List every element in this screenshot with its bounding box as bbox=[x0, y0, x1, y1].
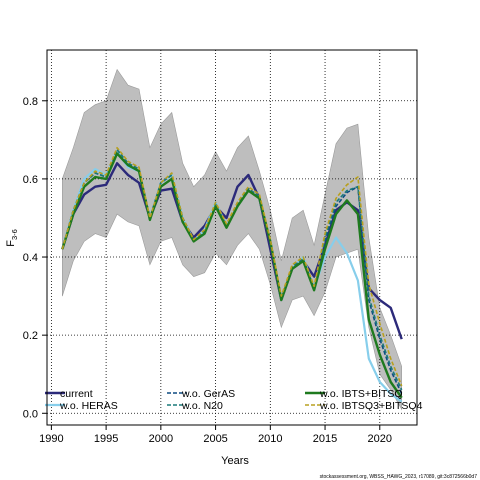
y-axis-title: F3-6 bbox=[5, 229, 19, 247]
series-layer bbox=[61, 146, 403, 403]
legend-label-4: w.o. IBTS+BITSQ bbox=[319, 388, 403, 400]
y-axis-title-main: F bbox=[5, 240, 17, 247]
y-tick-label-0: 0.0 bbox=[23, 408, 38, 420]
x-tick-label-2000: 2000 bbox=[149, 433, 173, 445]
legend-label-0: current bbox=[60, 388, 93, 400]
legend-label-2: w.o. GerAS bbox=[181, 388, 235, 400]
y-tick-label-3: 0.6 bbox=[23, 174, 38, 186]
x-tick-label-2005: 2005 bbox=[203, 433, 227, 445]
x-tick-label-2015: 2015 bbox=[313, 433, 337, 445]
confidence-band-layer bbox=[61, 68, 403, 411]
x-tick-label-2020: 2020 bbox=[368, 433, 392, 445]
series-line-4 bbox=[61, 152, 403, 399]
confidence-band bbox=[61, 68, 403, 411]
legend-label-1: w.o. HERAS bbox=[59, 400, 118, 412]
series-line-5 bbox=[61, 146, 403, 387]
y-tick-label-1: 0.2 bbox=[23, 330, 38, 342]
grid-layer bbox=[47, 50, 417, 425]
x-axis-title: Years bbox=[221, 455, 249, 467]
footer-note: stockassessment.org, WBSS_HAWG_2023, r17… bbox=[320, 474, 478, 480]
x-tick-label-2010: 2010 bbox=[258, 433, 282, 445]
legend-label-3: w.o. N20 bbox=[181, 400, 223, 412]
x-tick-label-1990: 1990 bbox=[39, 433, 63, 445]
x-tick-label-1995: 1995 bbox=[94, 433, 118, 445]
axes-layer: 1990 1995 2000 2005 2010 2015 2020 0.0 0.2 0.4 0.6… bbox=[23, 96, 392, 445]
plot-frame bbox=[46, 49, 418, 426]
y-tick-label-4: 0.8 bbox=[23, 96, 38, 108]
svg-text:F3-6: F3-6 bbox=[5, 229, 19, 247]
y-axis-title-subscript: 3-6 bbox=[10, 229, 19, 240]
legend-label-5: w.o. IBTSQ3+BITSQ4 bbox=[319, 400, 423, 412]
y-tick-label-2: 0.4 bbox=[23, 252, 38, 264]
